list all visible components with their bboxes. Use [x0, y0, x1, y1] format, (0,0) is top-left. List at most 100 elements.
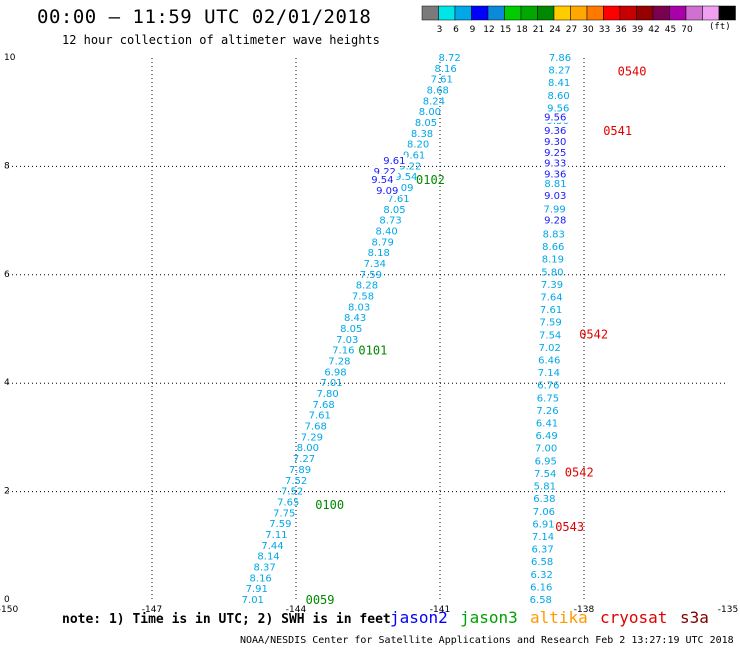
colorbar-swatch	[504, 5, 522, 21]
colorbar-unit: (ft)	[709, 22, 731, 32]
series-point-label: 9.28	[544, 216, 566, 227]
track-value-label: 7.44	[261, 541, 283, 552]
colorbar-swatch	[685, 5, 703, 21]
track-value-label: 8.73	[379, 216, 401, 227]
chart-subtitle: 12 hour collection of altimeter wave hei…	[62, 33, 380, 47]
track-value-label: 7.52	[281, 487, 303, 498]
y-tick-label: 2	[4, 487, 10, 497]
colorbar-swatch	[537, 5, 555, 21]
track-value-label: 9.22	[399, 161, 421, 172]
track-value-label: 8.16	[435, 64, 457, 75]
track-value-label: 7.64	[540, 292, 562, 303]
track-value-label: 7.01	[242, 595, 264, 606]
track-value-label: 7.26	[536, 406, 558, 417]
colorbar-swatch	[487, 5, 505, 21]
track-value-label: 6.16	[530, 582, 552, 593]
track-value-label: 7.65	[277, 497, 299, 508]
track-value-label: 7.54	[539, 330, 561, 341]
colorbar-tick-label: 15	[500, 25, 511, 35]
series-point-label: 9.30	[544, 137, 566, 148]
highlight-backing	[542, 168, 569, 180]
track-value-label: 8.18	[368, 248, 390, 259]
track-value-label: 8.03	[348, 302, 370, 313]
x-tick-label: -138	[574, 605, 595, 615]
track-value-label: 8.00	[297, 443, 319, 454]
track-value-label: 7.61	[540, 305, 562, 316]
track-value-label: 7.58	[352, 291, 374, 302]
track-value-label: 8.05	[415, 118, 437, 129]
colorbar-swatch	[421, 5, 439, 21]
y-tick-label: 8	[4, 161, 10, 171]
time-label: 0100	[315, 498, 344, 512]
y-tick-label: 0	[4, 595, 10, 605]
time-label: 0540	[618, 65, 647, 79]
chart-title: 00:00 – 11:59 UTC 02/01/2018	[37, 6, 372, 28]
legend-jason3: jason3	[460, 608, 518, 627]
track-value-label: 7.54	[534, 469, 556, 480]
track-value-label: 9.09	[391, 183, 413, 194]
footer-credit: NOAA/NESDIS Center for Satellite Applica…	[240, 635, 734, 646]
track-value-label: 8.28	[356, 281, 378, 292]
highlight-backing	[381, 154, 408, 166]
track-value-label: 7.03	[336, 335, 358, 346]
legend-cryosat: cryosat	[600, 608, 668, 627]
track-value-label: 7.86	[549, 53, 571, 64]
highlight-backing	[542, 190, 569, 202]
track-value-label: 7.28	[328, 357, 350, 368]
track-value-label: 8.16	[250, 573, 272, 584]
colorbar-tick-label: 42	[648, 25, 659, 35]
highlight-backing	[369, 173, 396, 185]
colorbar-tick-label: 24	[549, 25, 561, 35]
legend-s3a: s3a	[680, 608, 709, 627]
track-value-label: 5.80	[541, 267, 563, 278]
series-point-label: 9.22	[374, 167, 396, 178]
colorbar-tick-label: 6	[453, 25, 459, 35]
track-value-label: 8.83	[543, 229, 565, 240]
track-value-label: 6.75	[537, 393, 559, 404]
colorbar-tick-label: 12	[483, 25, 494, 35]
colorbar-swatch	[438, 5, 456, 21]
colorbar-tick-label: 33	[599, 25, 610, 35]
track-value-label: 6.76	[537, 381, 559, 392]
track-value-label: 8.40	[375, 226, 397, 237]
colorbar-tick-label: 30	[582, 25, 594, 35]
track-value-label: 8.19	[542, 255, 564, 266]
colorbar-swatch	[520, 5, 538, 21]
track-value-label: 6.95	[535, 456, 557, 467]
series-point-label: 9.25	[544, 148, 566, 159]
track-value-label: 8.00	[419, 107, 441, 118]
track-value-label: 9.54	[395, 172, 417, 183]
series-point-label: 9.36	[544, 170, 566, 181]
track-value-label: 7.99	[544, 204, 566, 215]
series-point-label: 9.33	[544, 159, 566, 170]
track-value-label: 8.79	[372, 237, 394, 248]
track-value-label: 7.59	[539, 318, 561, 329]
y-tick-label: 4	[4, 378, 10, 388]
track-value-label: 7.68	[305, 422, 327, 433]
track-value-label: 7.00	[535, 444, 557, 455]
highlight-backing	[542, 125, 569, 137]
track-value-label: 8.81	[544, 179, 566, 190]
track-value-label: 8.27	[548, 66, 570, 77]
colorbar-tick-label: 36	[615, 25, 627, 35]
colorbar-swatch	[669, 5, 687, 21]
track-value-label: 7.11	[265, 530, 287, 541]
highlight-backing	[542, 214, 569, 226]
colorbar-swatch	[636, 5, 654, 21]
series-point-label: 9.36	[544, 126, 566, 137]
time-label: 0102	[416, 173, 445, 187]
x-tick-label: -150	[0, 605, 18, 615]
time-label: 0542	[565, 466, 594, 480]
track-value-label: 8.05	[383, 205, 405, 216]
series-point-label: 9.56	[544, 113, 566, 124]
series-point-label: 9.61	[383, 156, 405, 167]
highlight-backing	[542, 136, 569, 148]
track-value-label: 8.38	[411, 129, 433, 140]
highlight-backing	[542, 146, 569, 158]
track-value-label: 7.75	[273, 508, 295, 519]
track-value-label: 9.56	[547, 103, 569, 114]
plot-grid	[8, 58, 728, 600]
track-value-label: 7.80	[316, 389, 338, 400]
colorbar-swatch	[702, 5, 720, 21]
satellite-tracks: 7.017.918.168.378.147.447.117.597.757.65…	[242, 53, 571, 606]
